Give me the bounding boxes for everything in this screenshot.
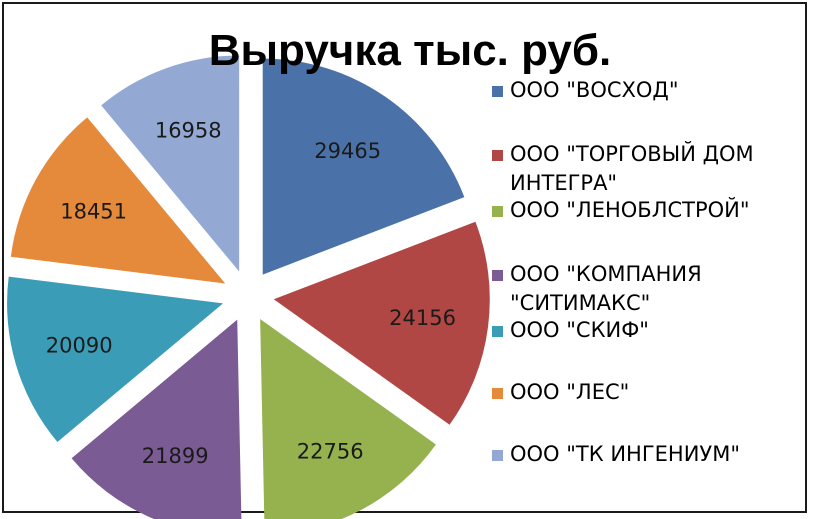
data-label: 21899 [142, 444, 209, 468]
legend-label: ООО "ЛЕНОБЛСТРОЙ" [510, 196, 800, 225]
data-label: 29465 [314, 139, 381, 163]
pie-slice [10, 117, 226, 284]
legend-label-line: ООО "ЛЕС" [510, 380, 630, 404]
pie-slice [273, 221, 490, 425]
data-label: 18451 [60, 199, 127, 223]
legend-label-line: ООО "КОМПАНИЯ [510, 262, 702, 286]
legend-label: ООО "ТОРГОВЫЙ ДОМ ИНТЕГРА" [510, 140, 800, 198]
legend-label-line: ООО "ТК ИНГЕНИУМ" [510, 442, 740, 466]
legend-swatch [492, 150, 503, 161]
legend-label-line: ООО "СКИФ" [510, 318, 649, 342]
legend-label-line: ООО "ВОСХОД" [510, 78, 679, 102]
pie-slice [7, 276, 224, 442]
legend-swatch [492, 270, 503, 281]
legend-label-line: "СИТИМАКС" [510, 291, 651, 315]
data-label: 20090 [46, 334, 113, 358]
legend-label: ООО "ВОСХОД" [510, 76, 800, 105]
legend-label-line: ИНТЕГРА" [510, 171, 618, 195]
legend-swatch [492, 388, 503, 399]
legend-label-line: ООО "ЛЕНОБЛСТРОЙ" [510, 198, 750, 222]
legend-swatch [492, 450, 503, 461]
pie-slice [71, 319, 242, 519]
pie-slice [101, 55, 240, 272]
legend-label-line: ООО "ТОРГОВЫЙ ДОМ [510, 142, 754, 166]
legend-label: ООО "СКИФ" [510, 316, 800, 345]
legend-label: ООО "ЛЕС" [510, 378, 800, 407]
legend-label: ООО "ТК ИНГЕНИУМ" [510, 440, 800, 469]
legend-label: ООО "КОМПАНИЯ "СИТИМАКС" [510, 260, 800, 318]
data-label: 22756 [297, 440, 364, 464]
legend-swatch [492, 326, 503, 337]
data-label: 24156 [389, 306, 456, 330]
pie-slice [260, 318, 436, 519]
legend-swatch [492, 86, 503, 97]
pie-slice [262, 58, 465, 275]
chart-title: Выручка тыс. руб. [208, 26, 612, 75]
legend-swatch [492, 206, 503, 217]
data-label: 16958 [155, 118, 222, 142]
